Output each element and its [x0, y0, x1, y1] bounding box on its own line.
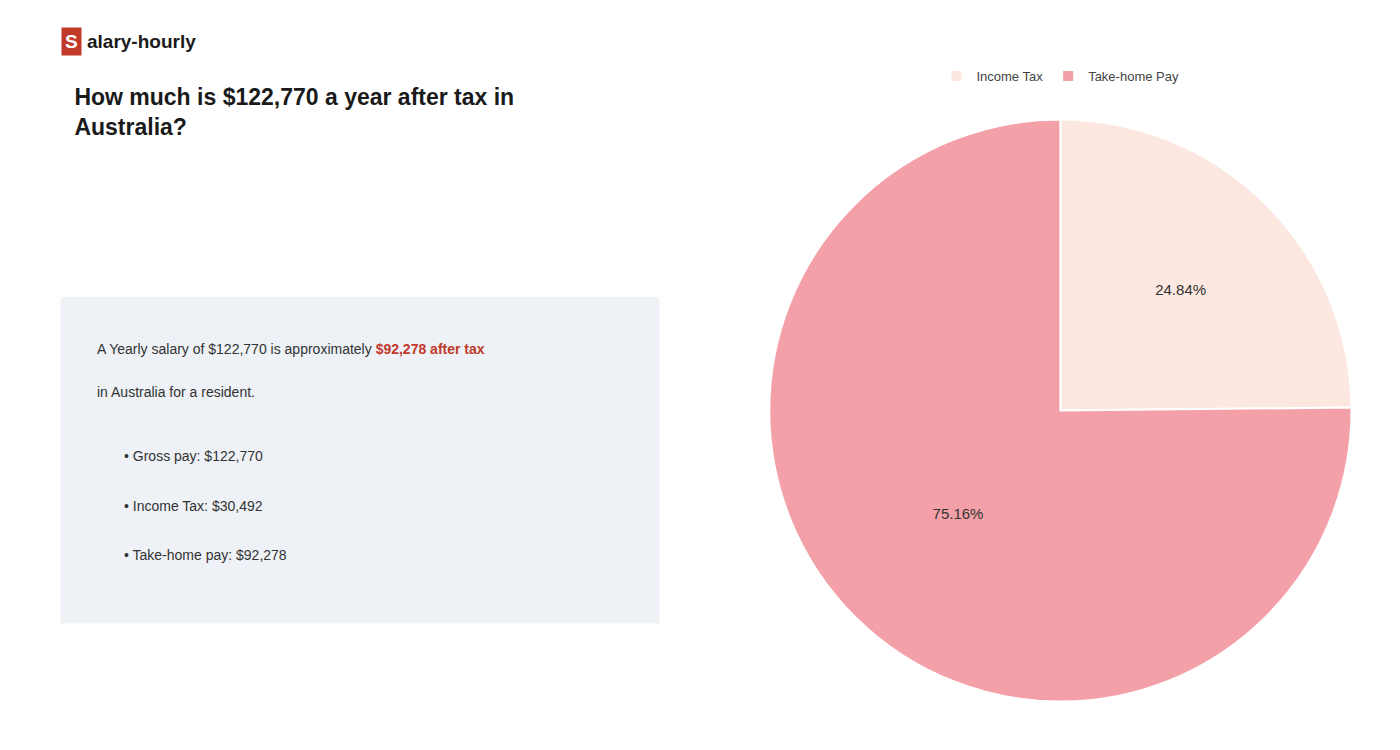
svg-text:alary-hourly: alary-hourly	[87, 31, 196, 52]
svg-text:A Yearly salary of $122,770 is: A Yearly salary of $122,770 is approxima…	[97, 341, 485, 357]
svg-text:• Income Tax: $30,492: • Income Tax: $30,492	[124, 498, 263, 514]
svg-text:• Take-home pay: $92,278: • Take-home pay: $92,278	[124, 547, 287, 563]
svg-text:24.84%: 24.84%	[1155, 281, 1206, 298]
svg-text:S: S	[65, 31, 78, 52]
svg-text:75.16%: 75.16%	[933, 505, 984, 522]
svg-text:Income Tax: Income Tax	[976, 69, 1043, 84]
svg-text:How much is $122,770 a year af: How much is $122,770 a year after tax in…	[74, 84, 514, 140]
svg-text:Take-home Pay: Take-home Pay	[1088, 69, 1179, 84]
svg-text:in Australia for a resident.: in Australia for a resident.	[97, 384, 255, 400]
svg-text:• Gross pay: $122,770: • Gross pay: $122,770	[124, 448, 263, 464]
